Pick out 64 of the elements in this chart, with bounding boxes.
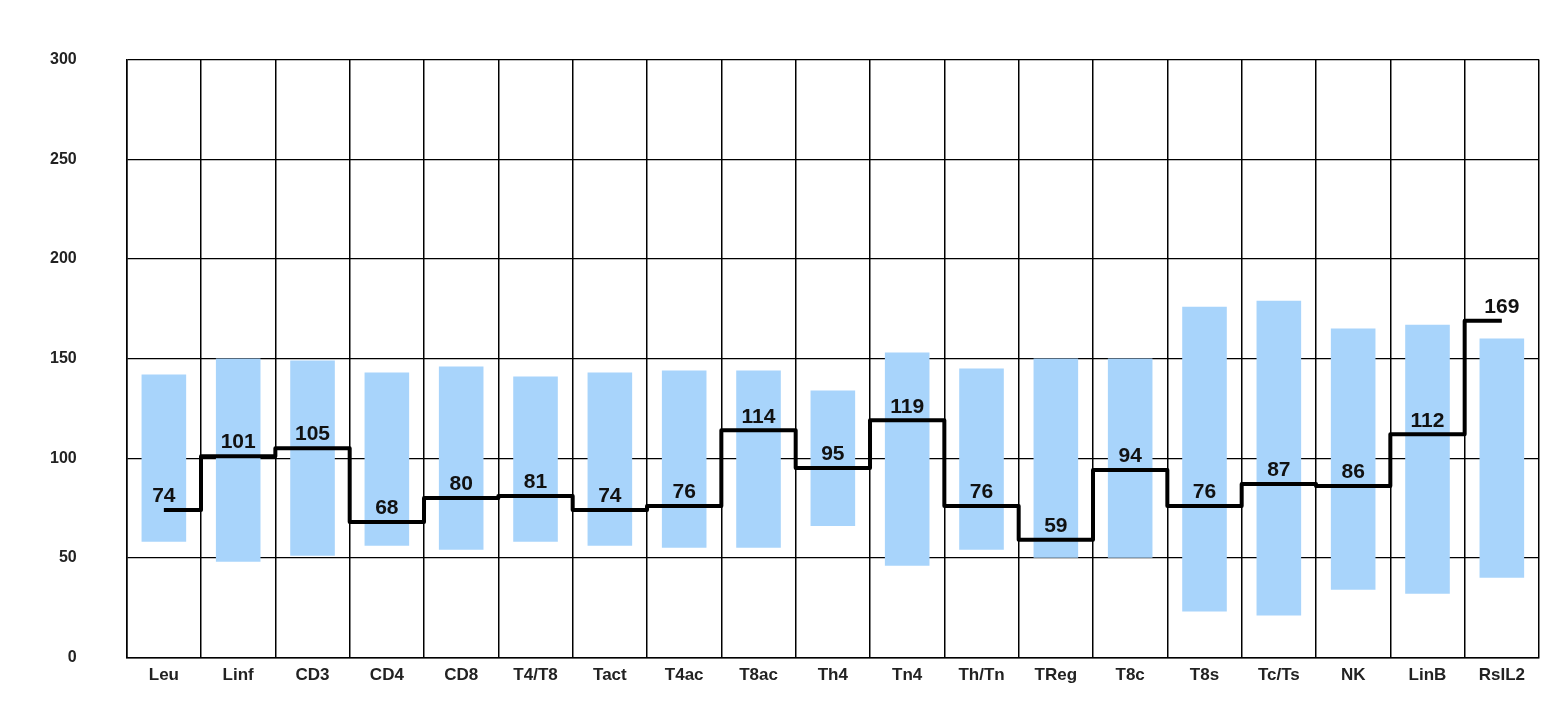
bar bbox=[1330, 328, 1376, 590]
x-tick-label: Linf bbox=[222, 665, 255, 685]
bar bbox=[438, 366, 484, 550]
x-tick-label: T4/T8 bbox=[513, 665, 558, 685]
data-label: 105 bbox=[295, 421, 331, 445]
data-label: 76 bbox=[1192, 479, 1217, 503]
y-tick-label: 300 bbox=[49, 50, 77, 68]
y-tick-label: 150 bbox=[49, 348, 77, 366]
bar bbox=[736, 370, 781, 548]
x-tick-label: Th/Tn bbox=[958, 665, 1005, 685]
data-label: 114 bbox=[741, 403, 776, 427]
x-tick-label: CD4 bbox=[369, 665, 405, 685]
data-label: 86 bbox=[1341, 459, 1365, 483]
x-tick-label: T8ac bbox=[739, 665, 778, 685]
x-tick-label: RsIL2 bbox=[1478, 665, 1525, 685]
bar bbox=[587, 372, 633, 546]
data-label: 112 bbox=[1410, 407, 1445, 431]
y-tick-label: 50 bbox=[58, 548, 77, 566]
data-label: 94 bbox=[1118, 443, 1143, 467]
x-tick-label: LinB bbox=[1408, 665, 1447, 685]
data-label: 74 bbox=[598, 483, 622, 507]
x-tick-label: T8c bbox=[1115, 665, 1145, 685]
bar bbox=[661, 370, 707, 548]
x-tick-label: T4ac bbox=[664, 665, 704, 685]
x-tick-label: CD3 bbox=[295, 665, 330, 685]
bar bbox=[1256, 300, 1302, 616]
data-label: 59 bbox=[1044, 513, 1068, 537]
x-tick-label: T8s bbox=[1189, 665, 1220, 685]
y-tick-label: 0 bbox=[67, 647, 77, 665]
x-tick-label: Leu bbox=[148, 665, 179, 685]
bar bbox=[141, 374, 187, 542]
bar bbox=[1107, 358, 1153, 558]
x-tick-label: TReg bbox=[1034, 665, 1078, 685]
data-label: 68 bbox=[375, 495, 399, 519]
bar bbox=[1479, 338, 1525, 578]
bar bbox=[959, 368, 1004, 550]
bar bbox=[1182, 306, 1227, 612]
data-label: 76 bbox=[672, 479, 696, 503]
x-tick-label: Tact bbox=[593, 665, 628, 685]
data-label: 76 bbox=[969, 479, 994, 503]
data-label: 74 bbox=[152, 483, 176, 507]
x-tick-label: Tn4 bbox=[892, 665, 923, 685]
data-label: 95 bbox=[821, 441, 845, 465]
data-label: 87 bbox=[1267, 457, 1291, 481]
y-tick-label: 200 bbox=[49, 249, 77, 267]
bar bbox=[364, 372, 410, 546]
bar bbox=[290, 360, 335, 556]
data-label: 101 bbox=[220, 429, 257, 453]
x-tick-label: Tc/Ts bbox=[1257, 665, 1300, 685]
bar bbox=[884, 352, 930, 566]
bar bbox=[215, 358, 261, 562]
y-tick-label: 250 bbox=[49, 149, 77, 167]
bar bbox=[1405, 324, 1450, 594]
bar bbox=[513, 376, 558, 542]
data-label: 119 bbox=[890, 393, 925, 417]
bar bbox=[1033, 358, 1079, 558]
x-tick-label: Th4 bbox=[817, 665, 849, 685]
x-tick-label: NK bbox=[1340, 665, 1367, 685]
data-label: 80 bbox=[449, 471, 473, 495]
bar bbox=[810, 390, 856, 526]
y-tick-label: 100 bbox=[49, 448, 77, 466]
data-label: 81 bbox=[523, 469, 548, 493]
data-label: 169 bbox=[1484, 293, 1520, 317]
x-tick-label: CD8 bbox=[444, 665, 479, 685]
